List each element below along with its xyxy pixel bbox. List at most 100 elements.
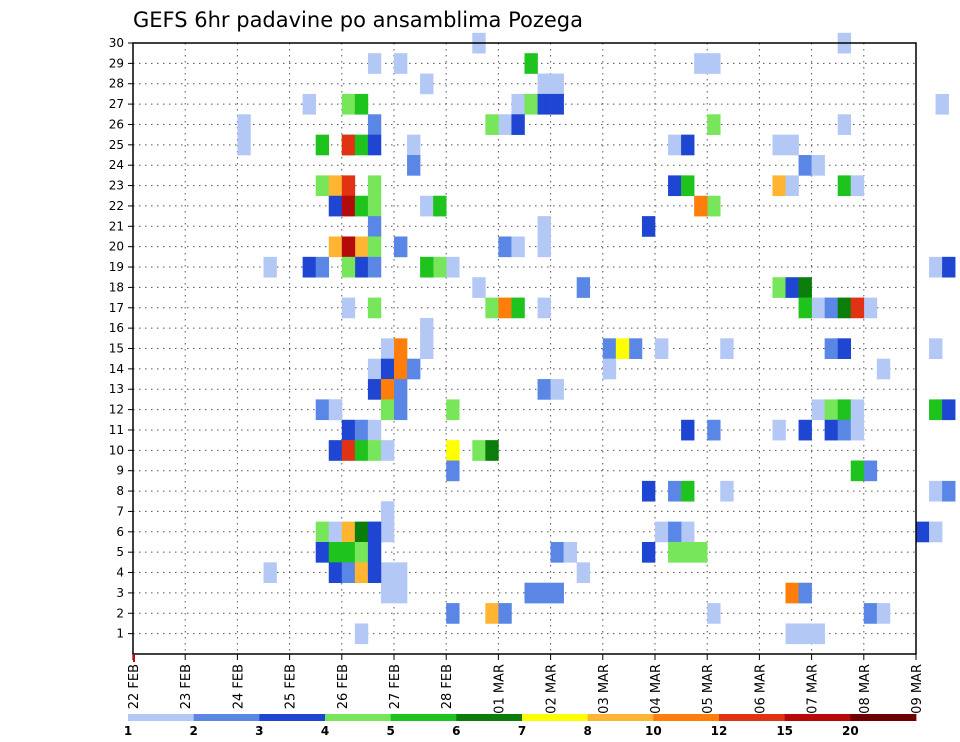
precip-cell [837, 297, 852, 319]
y-tick-label: 11 [109, 423, 124, 437]
precip-cell [302, 93, 316, 115]
precip-cell [668, 175, 682, 197]
precip-cell [694, 541, 708, 563]
x-tick-label: 22 FEB [127, 664, 142, 709]
precip-cell [367, 114, 382, 135]
x-axis: 22 FEB 23 FEB 24 FEB 25 FEB 26 FEB 27 FEB 28 F… [127, 654, 925, 714]
precip-cell [485, 603, 499, 624]
precip-cell [798, 419, 812, 441]
precip-cell [263, 256, 277, 278]
precip-cell [876, 358, 891, 380]
precip-cell [824, 419, 838, 441]
precip-cell [942, 399, 956, 421]
precip-cell [367, 53, 382, 74]
precip-cell [772, 175, 786, 197]
y-tick-label: 12 [109, 403, 124, 417]
precip-cell [811, 297, 825, 319]
precip-cell [811, 399, 825, 421]
y-tick-label: 4 [116, 566, 124, 580]
precip-cell [641, 541, 656, 563]
precip-cell [681, 521, 695, 543]
precip-cell [328, 195, 343, 217]
precip-cell [380, 521, 395, 543]
y-tick-label: 23 [109, 179, 124, 193]
precip-cell [433, 256, 447, 278]
precip-cell [916, 521, 930, 543]
precip-cell [563, 541, 577, 563]
precip-cell [811, 155, 825, 176]
precip-cell [641, 480, 656, 502]
precip-cell [824, 297, 838, 319]
precip-cell [367, 175, 382, 197]
legend-label: 5 [386, 724, 394, 738]
precip-cell [380, 358, 395, 380]
precip-cell [407, 155, 421, 176]
x-tick-label: 23 FEB [179, 664, 194, 709]
y-tick-label: 28 [109, 77, 124, 91]
precip-cell [380, 338, 395, 359]
precip-cell [850, 419, 865, 441]
precip-cell [367, 562, 382, 584]
y-tick-label: 5 [116, 545, 124, 559]
precip-cell [354, 195, 369, 217]
precip-cell [524, 93, 538, 115]
precip-cell [824, 399, 838, 421]
precip-cell [420, 195, 434, 217]
precip-cell [380, 399, 395, 421]
precip-cell [537, 297, 551, 319]
precip-cell [341, 521, 356, 543]
legend-swatch [587, 714, 654, 721]
precip-cell [394, 338, 408, 359]
x-tick-label: 02 MAR [545, 664, 560, 714]
precip-cell [367, 379, 382, 400]
y-tick-label: 17 [109, 301, 124, 315]
precip-cell [341, 93, 356, 115]
precip-cell [876, 603, 891, 624]
precip-cell [524, 582, 538, 604]
precip-cell [315, 134, 330, 156]
x-tick-label: 04 MAR [649, 664, 664, 714]
precip-cell [837, 175, 852, 197]
precip-cell [668, 480, 682, 502]
precip-cell [341, 195, 356, 217]
precip-cell [394, 358, 408, 380]
precip-cell [707, 195, 721, 217]
precip-cell [707, 53, 721, 74]
y-tick-label: 22 [109, 199, 124, 213]
precip-cell [315, 399, 330, 421]
precip-cell [720, 338, 734, 359]
precip-cell [550, 379, 564, 400]
precip-cell [798, 297, 812, 319]
x-tick-label: 24 FEB [231, 664, 246, 709]
precip-cell [380, 562, 395, 584]
precip-cell [302, 256, 316, 278]
precip-cell [811, 623, 825, 645]
precip-cell [537, 216, 551, 237]
precip-cell [863, 460, 878, 482]
precip-cell [511, 297, 525, 319]
precip-cell [328, 541, 343, 563]
y-tick-label: 2 [116, 606, 124, 620]
precip-cell [511, 236, 525, 258]
color-legend: 1 2 3 4 5 6 7 8 10 12 15 20 [124, 714, 917, 738]
precip-cell [328, 521, 343, 543]
precip-cell [850, 460, 865, 482]
precip-cell [707, 114, 721, 135]
precip-cell [837, 338, 852, 359]
precip-cell [446, 460, 460, 482]
precip-cell [498, 114, 512, 135]
legend-label: 1 [124, 724, 132, 738]
precip-cell [367, 541, 382, 563]
precip-cell [367, 216, 382, 237]
x-tick-label: 27 FEB [388, 664, 403, 709]
legend-swatch [522, 714, 589, 721]
precip-cell [837, 419, 852, 441]
precip-cell [341, 134, 356, 156]
precip-cell [354, 93, 369, 115]
chart-title: GEFS 6hr padavine po ansamblima Pozega [133, 8, 583, 32]
precip-cell [367, 440, 382, 461]
precip-cell [511, 114, 525, 135]
precip-cell [707, 419, 721, 441]
precip-cell [420, 256, 434, 278]
precip-cell [341, 440, 356, 461]
